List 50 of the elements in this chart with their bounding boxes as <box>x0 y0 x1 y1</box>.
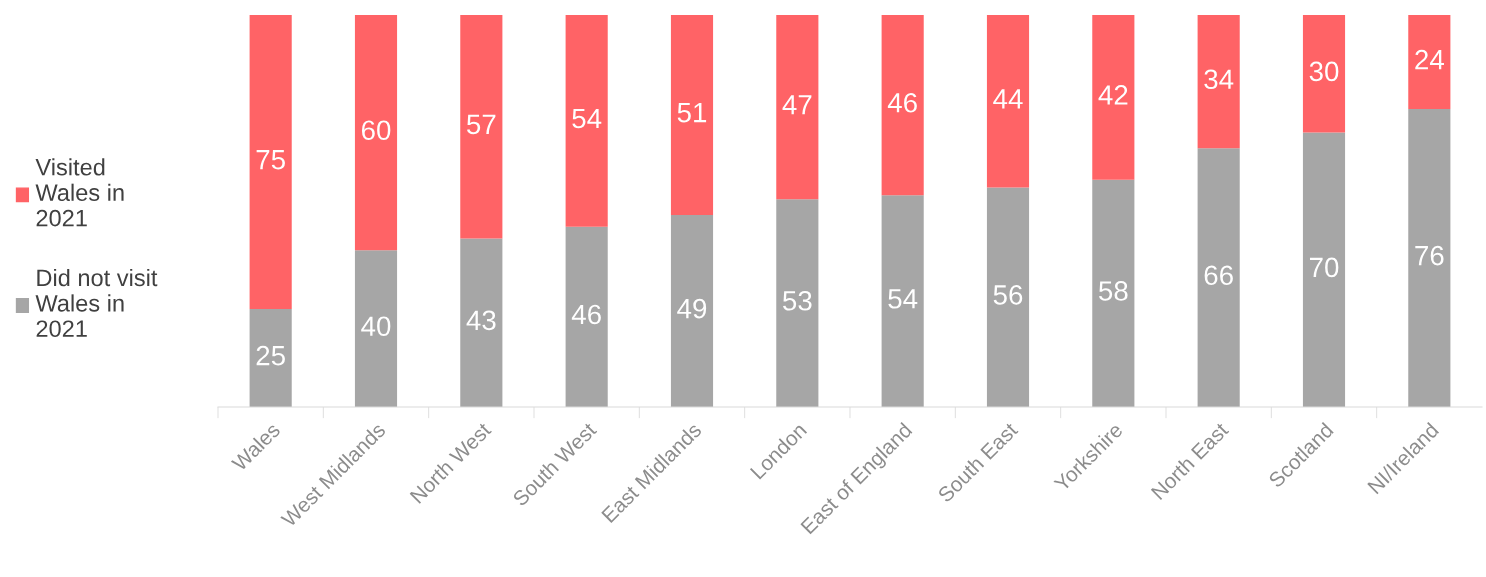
data-label: 58 <box>1099 281 1128 301</box>
bar <box>670 15 714 215</box>
data-label: 44 <box>993 89 1023 109</box>
bar <box>249 309 292 407</box>
data-label: 49 <box>677 298 707 319</box>
data-label: 46 <box>887 92 917 113</box>
bar <box>460 238 503 407</box>
bar <box>565 226 608 407</box>
bar <box>1302 15 1346 133</box>
bar <box>881 195 924 407</box>
bar <box>565 15 608 227</box>
bar <box>1092 179 1135 407</box>
data-label: 46 <box>571 304 601 325</box>
bar <box>354 15 398 251</box>
data-label: 47 <box>782 95 812 115</box>
data-label: 42 <box>1098 85 1128 105</box>
legend-label: Visited Wales in 2021 <box>35 158 124 227</box>
bar <box>776 15 819 200</box>
bar <box>986 187 1030 407</box>
bar <box>670 214 714 407</box>
data-label: 56 <box>993 285 1023 305</box>
data-label: 57 <box>467 114 496 135</box>
bar <box>1408 109 1451 407</box>
data-label: 43 <box>466 310 496 331</box>
data-label: 30 <box>1309 61 1339 82</box>
data-label: 51 <box>677 103 707 123</box>
data-label: 70 <box>1309 257 1339 278</box>
data-label: 60 <box>361 120 391 141</box>
data-label: 24 <box>1415 49 1444 70</box>
bar <box>1408 15 1451 110</box>
data-label: 66 <box>1204 265 1233 286</box>
bar <box>354 250 398 407</box>
bar <box>1302 132 1346 407</box>
data-label: 40 <box>361 316 391 337</box>
data-label: 76 <box>1415 245 1444 266</box>
data-label: 54 <box>888 289 918 309</box>
data-label: 25 <box>256 345 285 366</box>
bar <box>986 15 1030 188</box>
bar <box>460 15 503 239</box>
bar <box>881 15 924 196</box>
data-label: 75 <box>256 150 285 170</box>
data-label: 54 <box>572 108 602 129</box>
bar <box>249 15 292 309</box>
bar <box>1092 15 1135 180</box>
bar <box>1197 148 1240 407</box>
bar <box>776 199 819 407</box>
data-label: 53 <box>783 290 812 311</box>
legend-label: Did not visit Wales in 2021 <box>35 268 158 338</box>
bar <box>1197 15 1240 149</box>
data-label: 34 <box>1204 69 1234 90</box>
